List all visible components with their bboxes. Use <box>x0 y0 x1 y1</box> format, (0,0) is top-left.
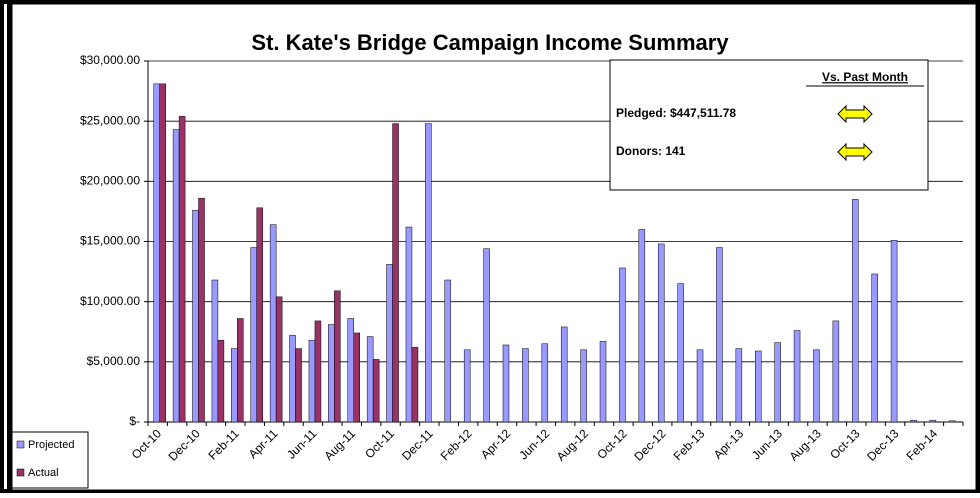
donors-text: Donors: 141 <box>616 144 686 158</box>
bar <box>483 248 490 423</box>
bar <box>295 348 302 423</box>
bar <box>541 343 549 423</box>
bar <box>832 320 840 423</box>
bar <box>392 123 399 423</box>
bar <box>716 247 723 423</box>
bar <box>852 199 859 423</box>
bar <box>178 116 186 423</box>
legend-label: Projected <box>28 439 74 451</box>
bar <box>774 342 781 423</box>
bar <box>696 349 704 423</box>
legend-swatch <box>16 468 25 477</box>
bar <box>910 419 917 423</box>
bar <box>275 296 283 423</box>
bar <box>793 330 801 423</box>
y-tick-label: $30,000.00 <box>80 53 140 67</box>
bar <box>599 341 607 423</box>
bar <box>231 348 238 423</box>
bar <box>929 419 937 423</box>
bar <box>677 283 684 423</box>
bar <box>192 209 199 423</box>
bar <box>353 332 360 423</box>
bar <box>619 267 626 423</box>
bar <box>405 226 413 423</box>
bar <box>755 350 762 423</box>
y-tick-label: $- <box>129 414 140 428</box>
bar <box>560 326 568 423</box>
bar <box>657 243 665 423</box>
bar <box>334 290 341 423</box>
bar <box>366 336 374 423</box>
y-tick-label: $5,000.00 <box>87 354 141 368</box>
bar <box>256 207 263 423</box>
frame-gap <box>4 4 7 489</box>
legend-box <box>11 431 89 489</box>
bar <box>386 264 393 423</box>
bar <box>890 240 898 423</box>
bar <box>289 335 296 423</box>
bar <box>463 349 471 423</box>
legend-swatch <box>16 440 25 449</box>
bar <box>172 129 180 423</box>
bar <box>347 318 354 423</box>
info-heading: Vs. Past Month <box>822 70 908 84</box>
y-tick-label: $20,000.00 <box>80 174 140 188</box>
bar <box>159 83 166 423</box>
bar <box>444 279 452 423</box>
bar <box>211 279 219 423</box>
y-tick-label: $25,000.00 <box>80 113 140 127</box>
bar <box>411 347 419 423</box>
chart-title: St. Kate's Bridge Campaign Income Summar… <box>251 30 729 55</box>
bar <box>308 339 316 423</box>
bar <box>735 348 743 423</box>
bar <box>813 349 820 423</box>
bar <box>217 339 225 423</box>
bar <box>153 83 160 423</box>
bar <box>198 197 205 423</box>
bar <box>328 324 335 423</box>
bar <box>638 229 646 423</box>
bar <box>949 420 956 423</box>
bar <box>580 349 587 423</box>
y-tick-label: $10,000.00 <box>80 294 140 308</box>
legend-label: Actual <box>28 467 59 479</box>
info-box <box>609 59 929 191</box>
bar <box>314 320 322 423</box>
trend-arrow <box>837 142 873 162</box>
pledged-text: Pledged: $447,511.78 <box>616 106 736 120</box>
trend-arrow <box>837 104 873 124</box>
bar <box>425 123 432 423</box>
bar <box>871 273 878 423</box>
bar <box>372 359 380 423</box>
bar <box>237 318 244 423</box>
bar <box>269 224 277 423</box>
y-tick-label: $15,000.00 <box>80 234 140 248</box>
bar <box>250 247 257 423</box>
bar <box>522 348 529 423</box>
bar <box>502 344 510 423</box>
